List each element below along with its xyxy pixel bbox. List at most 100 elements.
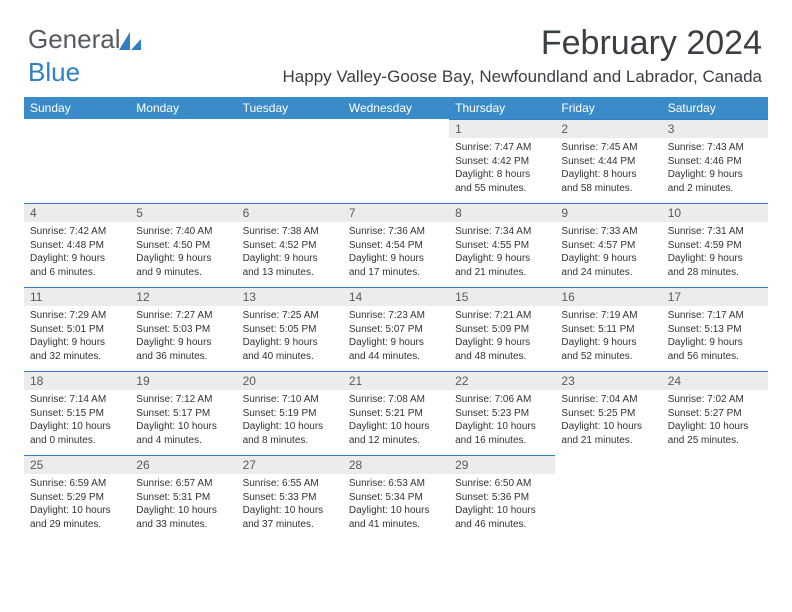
day-details: Sunrise: 6:59 AMSunset: 5:29 PMDaylight:… — [24, 474, 130, 535]
calendar-day-cell: 29Sunrise: 6:50 AMSunset: 5:36 PMDayligh… — [449, 455, 555, 539]
day-number: 6 — [237, 203, 343, 222]
day-header: Wednesday — [343, 97, 449, 119]
calendar-day-cell: 14Sunrise: 7:23 AMSunset: 5:07 PMDayligh… — [343, 287, 449, 371]
day-header: Tuesday — [237, 97, 343, 119]
day-number: 18 — [24, 371, 130, 390]
calendar-day-cell: 27Sunrise: 6:55 AMSunset: 5:33 PMDayligh… — [237, 455, 343, 539]
calendar-day-cell: 28Sunrise: 6:53 AMSunset: 5:34 PMDayligh… — [343, 455, 449, 539]
day-details: Sunrise: 6:53 AMSunset: 5:34 PMDaylight:… — [343, 474, 449, 535]
calendar-day-cell: 5Sunrise: 7:40 AMSunset: 4:50 PMDaylight… — [130, 203, 236, 287]
day-details: Sunrise: 7:06 AMSunset: 5:23 PMDaylight:… — [449, 390, 555, 451]
logo-text-blue: Blue — [28, 57, 80, 87]
day-number: 11 — [24, 287, 130, 306]
day-details: Sunrise: 7:14 AMSunset: 5:15 PMDaylight:… — [24, 390, 130, 451]
calendar-day-cell — [24, 119, 130, 203]
calendar-day-cell: 2Sunrise: 7:45 AMSunset: 4:44 PMDaylight… — [555, 119, 661, 203]
calendar-day-cell: 17Sunrise: 7:17 AMSunset: 5:13 PMDayligh… — [662, 287, 768, 371]
calendar-day-cell: 1Sunrise: 7:47 AMSunset: 4:42 PMDaylight… — [449, 119, 555, 203]
day-number: 1 — [449, 119, 555, 138]
day-details: Sunrise: 6:50 AMSunset: 5:36 PMDaylight:… — [449, 474, 555, 535]
logo-text-gray: General — [28, 24, 121, 54]
day-details: Sunrise: 7:29 AMSunset: 5:01 PMDaylight:… — [24, 306, 130, 367]
day-details: Sunrise: 7:04 AMSunset: 5:25 PMDaylight:… — [555, 390, 661, 451]
calendar-day-cell: 18Sunrise: 7:14 AMSunset: 5:15 PMDayligh… — [24, 371, 130, 455]
day-details: Sunrise: 6:55 AMSunset: 5:33 PMDaylight:… — [237, 474, 343, 535]
day-number: 12 — [130, 287, 236, 306]
calendar-day-cell: 4Sunrise: 7:42 AMSunset: 4:48 PMDaylight… — [24, 203, 130, 287]
calendar-day-cell: 19Sunrise: 7:12 AMSunset: 5:17 PMDayligh… — [130, 371, 236, 455]
brand-logo: GeneralBlue — [28, 24, 141, 88]
day-number: 27 — [237, 455, 343, 474]
day-details: Sunrise: 7:23 AMSunset: 5:07 PMDaylight:… — [343, 306, 449, 367]
day-details: Sunrise: 7:08 AMSunset: 5:21 PMDaylight:… — [343, 390, 449, 451]
day-details: Sunrise: 7:45 AMSunset: 4:44 PMDaylight:… — [555, 138, 661, 199]
day-number: 5 — [130, 203, 236, 222]
calendar-table: SundayMondayTuesdayWednesdayThursdayFrid… — [24, 97, 768, 539]
calendar-day-cell: 8Sunrise: 7:34 AMSunset: 4:55 PMDaylight… — [449, 203, 555, 287]
calendar-day-cell: 22Sunrise: 7:06 AMSunset: 5:23 PMDayligh… — [449, 371, 555, 455]
calendar-day-cell: 25Sunrise: 6:59 AMSunset: 5:29 PMDayligh… — [24, 455, 130, 539]
day-details: Sunrise: 7:42 AMSunset: 4:48 PMDaylight:… — [24, 222, 130, 283]
day-number: 14 — [343, 287, 449, 306]
calendar-day-cell: 15Sunrise: 7:21 AMSunset: 5:09 PMDayligh… — [449, 287, 555, 371]
calendar-day-cell: 21Sunrise: 7:08 AMSunset: 5:21 PMDayligh… — [343, 371, 449, 455]
calendar-day-cell: 23Sunrise: 7:04 AMSunset: 5:25 PMDayligh… — [555, 371, 661, 455]
calendar-day-cell: 9Sunrise: 7:33 AMSunset: 4:57 PMDaylight… — [555, 203, 661, 287]
day-number: 19 — [130, 371, 236, 390]
day-number: 13 — [237, 287, 343, 306]
day-number: 16 — [555, 287, 661, 306]
calendar-day-cell: 10Sunrise: 7:31 AMSunset: 4:59 PMDayligh… — [662, 203, 768, 287]
day-number: 4 — [24, 203, 130, 222]
day-number: 2 — [555, 119, 661, 138]
calendar-day-cell: 20Sunrise: 7:10 AMSunset: 5:19 PMDayligh… — [237, 371, 343, 455]
day-header: Sunday — [24, 97, 130, 119]
day-header: Thursday — [449, 97, 555, 119]
day-number: 3 — [662, 119, 768, 138]
day-details: Sunrise: 6:57 AMSunset: 5:31 PMDaylight:… — [130, 474, 236, 535]
calendar-day-cell — [555, 455, 661, 539]
calendar-day-cell — [343, 119, 449, 203]
day-details: Sunrise: 7:36 AMSunset: 4:54 PMDaylight:… — [343, 222, 449, 283]
day-number: 9 — [555, 203, 661, 222]
day-number: 17 — [662, 287, 768, 306]
calendar-week-row: 18Sunrise: 7:14 AMSunset: 5:15 PMDayligh… — [24, 371, 768, 455]
day-number: 23 — [555, 371, 661, 390]
calendar-day-cell — [130, 119, 236, 203]
calendar-day-cell: 7Sunrise: 7:36 AMSunset: 4:54 PMDaylight… — [343, 203, 449, 287]
day-number: 29 — [449, 455, 555, 474]
day-header: Friday — [555, 97, 661, 119]
day-header-row: SundayMondayTuesdayWednesdayThursdayFrid… — [24, 97, 768, 119]
day-details: Sunrise: 7:19 AMSunset: 5:11 PMDaylight:… — [555, 306, 661, 367]
day-number: 8 — [449, 203, 555, 222]
calendar-week-row: 25Sunrise: 6:59 AMSunset: 5:29 PMDayligh… — [24, 455, 768, 539]
day-number: 10 — [662, 203, 768, 222]
calendar-day-cell: 6Sunrise: 7:38 AMSunset: 4:52 PMDaylight… — [237, 203, 343, 287]
calendar-day-cell: 26Sunrise: 6:57 AMSunset: 5:31 PMDayligh… — [130, 455, 236, 539]
day-number: 7 — [343, 203, 449, 222]
day-header: Saturday — [662, 97, 768, 119]
calendar-day-cell: 3Sunrise: 7:43 AMSunset: 4:46 PMDaylight… — [662, 119, 768, 203]
day-details: Sunrise: 7:43 AMSunset: 4:46 PMDaylight:… — [662, 138, 768, 199]
calendar-body: 1Sunrise: 7:47 AMSunset: 4:42 PMDaylight… — [24, 119, 768, 539]
calendar-day-cell: 16Sunrise: 7:19 AMSunset: 5:11 PMDayligh… — [555, 287, 661, 371]
day-details: Sunrise: 7:10 AMSunset: 5:19 PMDaylight:… — [237, 390, 343, 451]
day-number: 22 — [449, 371, 555, 390]
calendar-day-cell: 12Sunrise: 7:27 AMSunset: 5:03 PMDayligh… — [130, 287, 236, 371]
logo-sail-icon — [119, 26, 141, 57]
day-number: 28 — [343, 455, 449, 474]
calendar-day-cell: 24Sunrise: 7:02 AMSunset: 5:27 PMDayligh… — [662, 371, 768, 455]
calendar-week-row: 4Sunrise: 7:42 AMSunset: 4:48 PMDaylight… — [24, 203, 768, 287]
day-details: Sunrise: 7:38 AMSunset: 4:52 PMDaylight:… — [237, 222, 343, 283]
day-header: Monday — [130, 97, 236, 119]
calendar-day-cell — [237, 119, 343, 203]
day-details: Sunrise: 7:02 AMSunset: 5:27 PMDaylight:… — [662, 390, 768, 451]
day-number: 21 — [343, 371, 449, 390]
day-number: 25 — [24, 455, 130, 474]
calendar-week-row: 1Sunrise: 7:47 AMSunset: 4:42 PMDaylight… — [24, 119, 768, 203]
day-number: 24 — [662, 371, 768, 390]
day-details: Sunrise: 7:21 AMSunset: 5:09 PMDaylight:… — [449, 306, 555, 367]
day-details: Sunrise: 7:27 AMSunset: 5:03 PMDaylight:… — [130, 306, 236, 367]
day-number: 20 — [237, 371, 343, 390]
day-details: Sunrise: 7:47 AMSunset: 4:42 PMDaylight:… — [449, 138, 555, 199]
day-details: Sunrise: 7:33 AMSunset: 4:57 PMDaylight:… — [555, 222, 661, 283]
